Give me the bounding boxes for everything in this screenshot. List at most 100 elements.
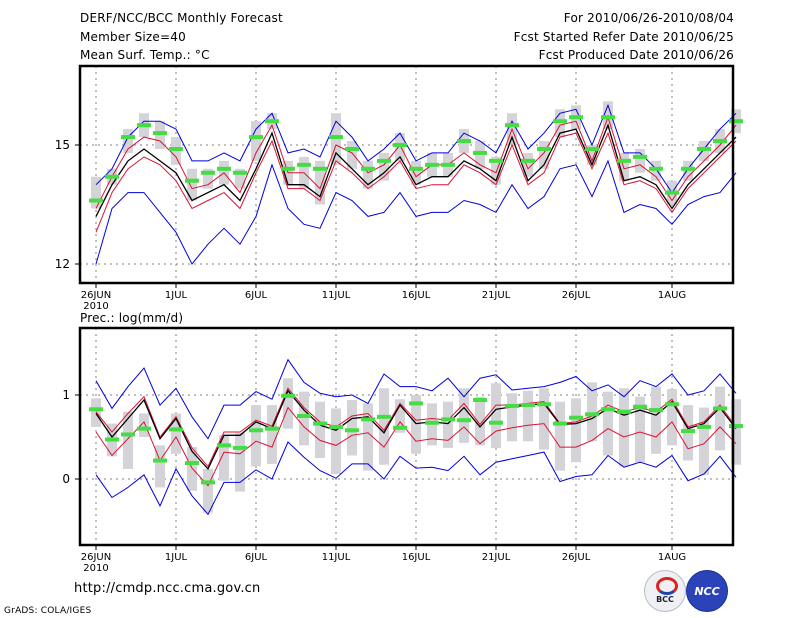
temp-observed-marker bbox=[633, 154, 647, 159]
ncc-logo: NCC bbox=[686, 570, 728, 612]
prec-spread-box bbox=[363, 403, 373, 471]
prec-spread-box bbox=[331, 408, 341, 474]
prec-observed-marker bbox=[537, 402, 551, 407]
prec-observed-marker bbox=[665, 402, 679, 407]
prec-observed-marker bbox=[121, 432, 135, 437]
prec-ytick-label: 1 bbox=[62, 388, 70, 402]
temp-observed-marker bbox=[105, 174, 119, 179]
temp-observed-marker bbox=[169, 146, 183, 151]
prec-observed-marker bbox=[233, 445, 247, 450]
prec-observed-marker bbox=[377, 414, 391, 419]
prec-spread-box bbox=[139, 413, 149, 437]
temp-observed-marker bbox=[681, 166, 695, 171]
prec-spread-box bbox=[715, 386, 725, 451]
temp-observed-marker bbox=[425, 162, 439, 167]
prec-observed-marker bbox=[441, 417, 455, 422]
temp-spread-box bbox=[363, 160, 373, 189]
prec-observed-marker bbox=[137, 426, 151, 431]
temp-observed-marker bbox=[649, 166, 663, 171]
temp-observed-marker bbox=[137, 123, 151, 128]
upper-panel-variable: Mean Surf. Temp.: °C bbox=[80, 48, 210, 62]
prec-spread-box bbox=[411, 395, 421, 454]
prec-spread-box bbox=[459, 388, 469, 443]
prec-spread-box bbox=[315, 401, 325, 458]
prec-spread-box bbox=[619, 388, 629, 467]
temp-observed-marker bbox=[553, 119, 567, 124]
temp-observed-marker bbox=[345, 146, 359, 151]
prec-observed-marker bbox=[729, 424, 743, 429]
prec-observed-marker bbox=[153, 458, 167, 463]
prec-xtick-label: 11JUL bbox=[322, 552, 351, 563]
prec-observed-marker bbox=[265, 426, 279, 431]
prec-spread-box bbox=[187, 447, 197, 491]
prec-spread-box bbox=[523, 390, 533, 442]
prec-xtick-label: 1AUG bbox=[658, 552, 686, 563]
temp-ytick-label: 15 bbox=[55, 138, 70, 152]
temp-observed-marker bbox=[409, 166, 423, 171]
prec-observed-marker bbox=[505, 403, 519, 408]
temp-xtick-label: 6JUL bbox=[245, 290, 268, 301]
temp-xtick-label: 26JUN bbox=[81, 290, 111, 301]
prec-spread-box bbox=[203, 468, 213, 513]
prec-spread-box bbox=[731, 399, 741, 465]
prec-spread-box bbox=[379, 388, 389, 465]
temp-year-label: 2010 bbox=[83, 301, 108, 312]
prec-xtick-label: 1JUL bbox=[165, 552, 188, 563]
prec-observed-marker bbox=[409, 401, 423, 406]
temp-spread-box bbox=[539, 141, 549, 169]
temp-observed-marker bbox=[297, 162, 311, 167]
prec-observed-marker bbox=[569, 415, 583, 420]
temp-observed-marker bbox=[265, 119, 279, 124]
prec-observed-marker bbox=[297, 414, 311, 418]
temp-spread-box bbox=[523, 152, 533, 177]
prec-lower-line bbox=[95, 406, 737, 487]
temp-spread-box bbox=[235, 168, 245, 189]
temp-observed-marker bbox=[313, 166, 327, 171]
source-url[interactable]: http://cmdp.ncc.cma.gov.cn bbox=[74, 581, 261, 596]
prec-spread-box bbox=[91, 398, 101, 427]
temp-observed-marker bbox=[361, 166, 375, 171]
temp-spread-box bbox=[635, 148, 645, 173]
member-size: Member Size=40 bbox=[80, 30, 186, 44]
prec-spread-box bbox=[635, 396, 645, 463]
prec-year-label: 2010 bbox=[83, 563, 108, 574]
prec-xtick-label: 26JUL bbox=[562, 552, 591, 563]
temp-observed-marker bbox=[377, 158, 391, 163]
prec-observed-marker bbox=[89, 407, 103, 412]
bcc-logo-text: BCC bbox=[656, 595, 674, 604]
temp-spread-box bbox=[347, 141, 357, 169]
chart-title: DERF/NCC/BCC Monthly Forecast bbox=[80, 11, 283, 25]
bcc-logo: BCC bbox=[644, 570, 686, 612]
temp-xtick-label: 26JUL bbox=[562, 290, 591, 301]
prec-observed-marker bbox=[713, 406, 727, 411]
temp-max-line bbox=[95, 103, 737, 194]
prec-observed-marker bbox=[361, 417, 375, 422]
temp-min-line bbox=[95, 159, 737, 265]
prec-observed-marker bbox=[249, 428, 263, 433]
temp-observed-marker bbox=[473, 150, 487, 155]
prec-observed-marker bbox=[345, 428, 359, 433]
prec-observed-marker bbox=[601, 407, 615, 412]
prec-spread-box bbox=[667, 389, 677, 446]
prec-observed-marker bbox=[473, 398, 487, 403]
temp-ytick-label: 12 bbox=[55, 257, 70, 271]
temp-observed-marker bbox=[489, 158, 503, 163]
prec-observed-marker bbox=[217, 443, 231, 448]
temp-observed-marker bbox=[457, 139, 471, 144]
prec-observed-marker bbox=[585, 412, 599, 417]
prec-spread-box bbox=[347, 400, 357, 456]
prec-spread-box bbox=[235, 432, 245, 492]
prec-spread-box bbox=[491, 383, 501, 448]
forecast-produced-date: Fcst Produced Date 2010/06/26 bbox=[538, 48, 734, 62]
temp-xtick-label: 16JUL bbox=[402, 290, 431, 301]
prec-spread-box bbox=[699, 407, 709, 475]
temp-spread-box bbox=[491, 156, 501, 185]
prec-plot-frame bbox=[78, 326, 735, 547]
prec-spread-box bbox=[123, 411, 133, 469]
temp-spread-box bbox=[251, 121, 261, 161]
temp-observed-marker bbox=[505, 123, 519, 128]
prec-spread-box bbox=[475, 396, 485, 446]
prec-spread-box bbox=[299, 391, 309, 446]
prec-observed-marker bbox=[329, 424, 343, 429]
